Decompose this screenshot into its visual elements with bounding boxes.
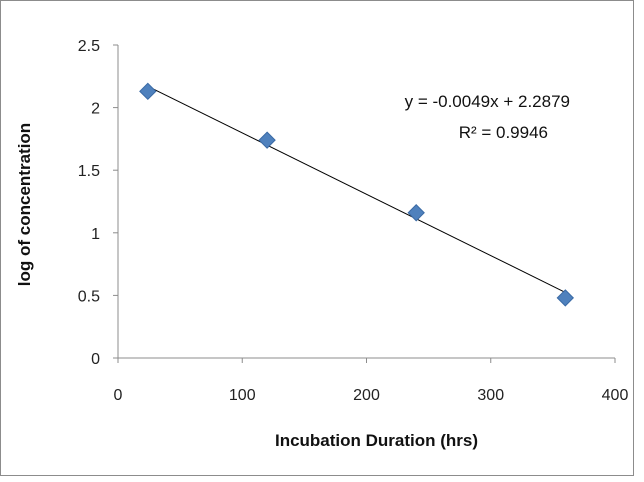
data-point-diamond bbox=[258, 131, 276, 149]
y-tick-label: 0 bbox=[91, 351, 100, 368]
trendline-group bbox=[147, 85, 566, 293]
y-tick-label: 1.5 bbox=[78, 163, 100, 180]
y-tick-label: 2.5 bbox=[78, 38, 100, 55]
trendline bbox=[147, 85, 566, 293]
x-axis-title: Incubation Duration (hrs) bbox=[275, 431, 478, 450]
x-tick-label: 400 bbox=[602, 387, 629, 404]
r-squared-label: R² = 0.9946 bbox=[459, 123, 548, 142]
y-tick-label: 1 bbox=[91, 226, 100, 243]
data-point-diamond bbox=[407, 204, 425, 222]
data-point-diamond bbox=[139, 82, 157, 101]
trendline-equation: y = -0.0049x + 2.2879 bbox=[405, 92, 570, 111]
x-tick-label: 200 bbox=[353, 387, 380, 404]
x-tick-label: 300 bbox=[477, 387, 504, 404]
data-points bbox=[139, 82, 575, 307]
chart-frame bbox=[0, 0, 634, 476]
annotations: y = -0.0049x + 2.2879 R² = 0.9946 bbox=[405, 92, 570, 142]
y-tick-label: 2 bbox=[91, 101, 100, 118]
y-tick-label: 0.5 bbox=[78, 288, 100, 305]
y-axis-title: log of concentration bbox=[15, 123, 34, 286]
x-tick-label: 100 bbox=[229, 387, 256, 404]
tick-labels: 0 0.5 1 1.5 2 2.5 0 100 200 300 400 bbox=[78, 38, 629, 404]
axes bbox=[113, 44, 616, 363]
x-tick-label: 0 bbox=[114, 387, 123, 404]
data-point-diamond bbox=[556, 289, 575, 307]
